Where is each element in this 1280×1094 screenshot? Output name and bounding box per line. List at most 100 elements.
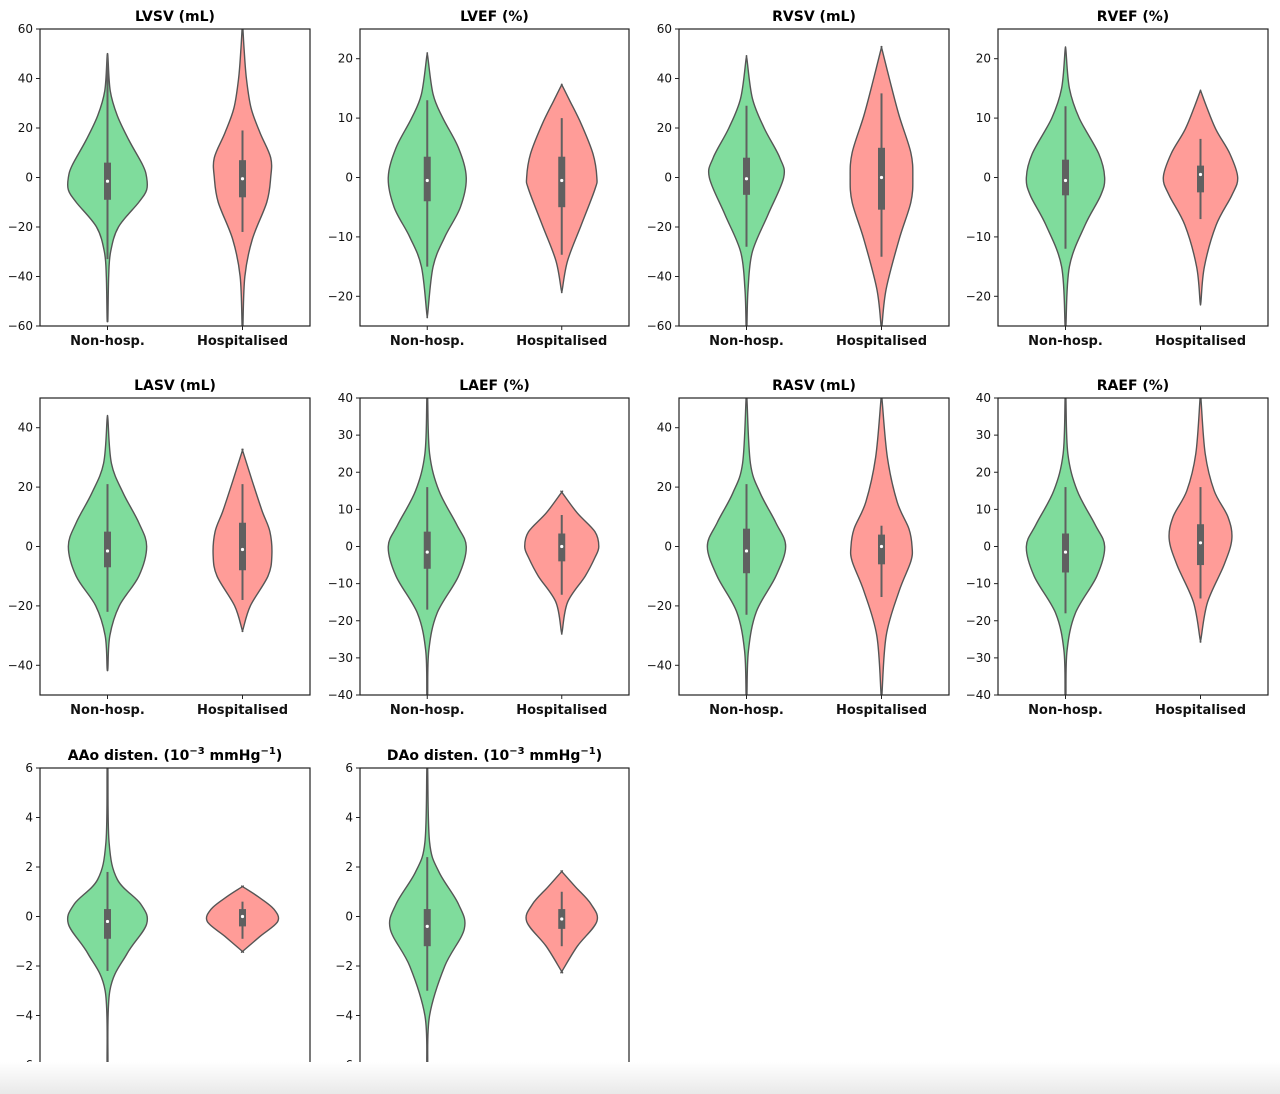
- panel-title: DAo disten. (10−3 mmHg−1): [387, 746, 602, 764]
- panel-plot-area: [67, 414, 273, 672]
- median-dot: [1198, 172, 1203, 177]
- y-tick-label: 20: [338, 465, 353, 479]
- y-tick-label: −10: [328, 230, 353, 244]
- y-tick-label: 2: [25, 860, 33, 874]
- median-dot: [105, 919, 110, 924]
- median-dot: [425, 178, 429, 183]
- median-dot: [1063, 550, 1068, 554]
- y-tick-label: 10: [338, 111, 353, 125]
- iqr-box: [423, 531, 431, 569]
- y-tick-label: −4: [15, 1009, 33, 1023]
- y-tick-label: −40: [8, 270, 33, 284]
- panel-title: RVEF (%): [1097, 9, 1169, 25]
- y-tick-label: 20: [338, 52, 353, 66]
- panel-plot-area: [66, 768, 280, 1065]
- x-tick-label: Hospitalised: [197, 334, 288, 349]
- y-tick-label: −40: [8, 658, 33, 672]
- y-tick-label: 20: [976, 52, 991, 66]
- panel-title: LVSV (mL): [135, 9, 215, 25]
- y-tick-label: 40: [657, 72, 672, 86]
- y-tick-label: −4: [335, 1009, 353, 1023]
- y-tick-label: 4: [345, 811, 353, 825]
- y-tick-label: −20: [8, 220, 33, 234]
- y-tick-label: 40: [18, 72, 33, 86]
- panel-plot-area: [707, 45, 914, 326]
- y-tick-label: 0: [25, 540, 33, 554]
- y-tick-label: 0: [345, 910, 353, 924]
- y-tick-label: 20: [657, 480, 672, 494]
- y-tick-label: −20: [966, 289, 991, 303]
- y-tick-label: 20: [976, 465, 991, 479]
- panel-title: RASV (mL): [772, 378, 856, 394]
- x-tick-label: Hospitalised: [516, 334, 607, 349]
- median-dot: [744, 177, 749, 181]
- panel-3: −60 −40 −20 0 20 40 60 Non-hosp. Hospitalised RVS…: [647, 9, 950, 349]
- x-tick-label: Non-hosp.: [1028, 703, 1103, 718]
- iqr-box: [1062, 159, 1069, 196]
- panel-plot-area: [1025, 46, 1239, 326]
- panel-title: RVSV (mL): [772, 9, 856, 25]
- x-tick-label: Hospitalised: [836, 703, 927, 718]
- median-dot: [240, 547, 245, 552]
- y-tick-label: 40: [18, 421, 33, 435]
- x-tick-label: Non-hosp.: [390, 703, 465, 718]
- bottom-scroll-bar: [0, 1062, 1280, 1094]
- x-tick-label: Hospitalised: [1155, 334, 1246, 349]
- y-tick-label: 2: [345, 860, 353, 874]
- median-dot: [879, 175, 884, 180]
- y-tick-label: 30: [338, 428, 353, 442]
- iqr-box: [239, 522, 246, 571]
- y-tick-label: 40: [657, 421, 672, 435]
- x-tick-label: Non-hosp.: [70, 703, 145, 718]
- median-dot: [1063, 178, 1068, 183]
- panel-plot-area: [66, 29, 273, 326]
- panel-title: LASV (mL): [134, 378, 216, 394]
- panel-9: −6−4−20246Non-hosp.HospitalisedAAo diste…: [15, 746, 311, 1088]
- median-dot: [560, 917, 564, 921]
- panel-2: −20 −10 0 10 20 Non-hosp. Hospitalised LVEF (%): [328, 9, 630, 349]
- panel-7: −40 −20 0 20 40 Non-hosp. Hospitalised RASV (mL…: [647, 378, 950, 718]
- y-tick-label: 20: [657, 121, 672, 135]
- y-tick-label: −20: [328, 614, 353, 628]
- panel-1: −60 −40 −20 0 20 40 60 Non-hosp. Hospitalised LVS…: [8, 9, 311, 349]
- panel-5: −40 −20 0 20 40 Non-hosp. Hospitalised LASV (mL…: [8, 378, 311, 718]
- panel-plot-area: [387, 398, 600, 695]
- y-tick-label: 30: [976, 428, 991, 442]
- y-tick-label: 10: [338, 502, 353, 516]
- y-tick-label: 0: [345, 540, 353, 554]
- x-tick-label: Non-hosp.: [1028, 334, 1103, 349]
- median-dot: [879, 544, 884, 549]
- y-tick-label: −40: [647, 270, 672, 284]
- panel-plot-area: [387, 52, 598, 319]
- median-dot: [425, 924, 429, 929]
- y-tick-label: 0: [664, 540, 672, 554]
- y-tick-label: −60: [8, 319, 33, 333]
- y-tick-label: 10: [976, 502, 991, 516]
- iqr-box: [1197, 165, 1204, 193]
- y-tick-label: 0: [25, 171, 33, 185]
- y-tick-label: 0: [664, 171, 672, 185]
- median-dot: [560, 178, 564, 183]
- x-tick-label: Hospitalised: [197, 703, 288, 718]
- iqr-box: [878, 534, 885, 565]
- y-tick-label: 6: [345, 761, 353, 775]
- panel-10: −6−4−20246Non-hosp.HospitalisedDAo diste…: [335, 746, 630, 1088]
- y-tick-label: −20: [328, 289, 353, 303]
- y-tick-label: −40: [966, 688, 991, 702]
- y-tick-label: −20: [8, 599, 33, 613]
- iqr-box: [743, 157, 750, 195]
- median-dot: [240, 914, 245, 919]
- x-tick-label: Hospitalised: [836, 334, 927, 349]
- median-dot: [425, 550, 429, 554]
- x-tick-label: Non-hosp.: [390, 334, 465, 349]
- panel-plot-area: [388, 768, 599, 1065]
- panel-plot-area: [1025, 398, 1233, 695]
- y-tick-label: −30: [328, 651, 353, 665]
- y-tick-label: 60: [18, 22, 33, 36]
- panel-title: RAEF (%): [1097, 378, 1169, 394]
- median-dot: [105, 179, 110, 183]
- y-tick-label: 4: [25, 811, 33, 825]
- y-tick-label: −20: [647, 599, 672, 613]
- y-tick-label: −20: [966, 614, 991, 628]
